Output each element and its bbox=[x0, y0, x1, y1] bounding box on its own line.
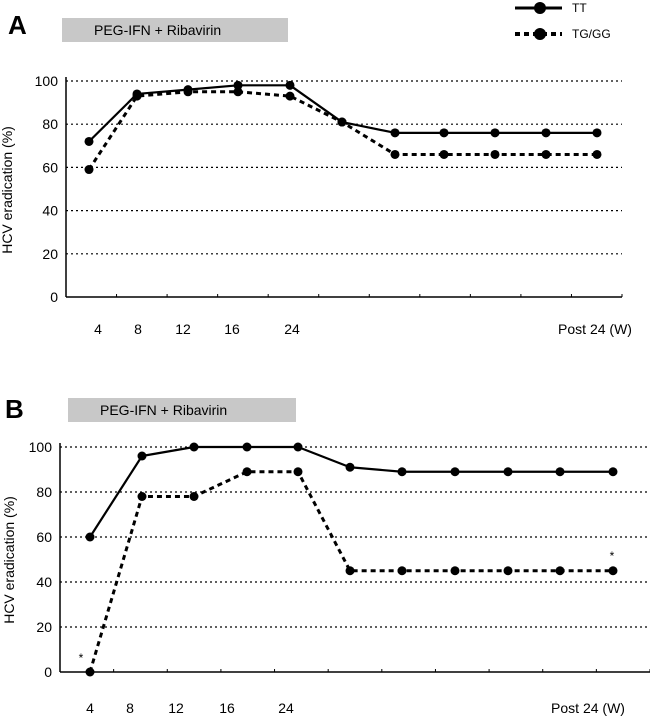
panel-a-y-tick-label: 20 bbox=[42, 246, 58, 262]
panel-b-series-tg-gg-point bbox=[85, 667, 95, 677]
panel-b-y-tick-label: 80 bbox=[36, 484, 52, 500]
panel-a-series-tg-gg-point bbox=[490, 149, 500, 159]
panel-b-letter: B bbox=[5, 394, 24, 424]
panel-b-series-tg-gg-point bbox=[555, 566, 565, 576]
panel-b-x-tick-label: 4 bbox=[86, 700, 94, 716]
panel-b-x-tick-label: 8 bbox=[126, 700, 134, 716]
panel-b-series-tg-gg-point bbox=[345, 566, 355, 576]
panel-a-series-tg-gg-point bbox=[183, 87, 193, 97]
panel-a-treatment-label: PEG-IFN + Ribavirin bbox=[94, 22, 221, 38]
panel-a-y-tick-label: 100 bbox=[35, 73, 59, 89]
panel-b-y-tick-label: 40 bbox=[36, 574, 52, 590]
panel-a-series-tg-gg-point bbox=[84, 165, 94, 175]
panel-b-series-tg-gg-point bbox=[450, 566, 460, 576]
panel-b-series-tt-point bbox=[242, 442, 252, 452]
panel-b-series-tg-gg-point bbox=[189, 492, 199, 501]
panel-b-annotation: * bbox=[610, 549, 615, 563]
panel-b-series-tt-point bbox=[293, 442, 303, 452]
legend-tgg-label: TG/GG bbox=[572, 27, 611, 41]
panel-b-x-tick-label: Post 24 (W) bbox=[551, 700, 625, 716]
panel-b-x-tick-label: 24 bbox=[278, 700, 294, 716]
legend-tgg-marker bbox=[534, 28, 546, 40]
panel-a-letter: A bbox=[8, 10, 27, 40]
panel-b-series-tt-point bbox=[345, 462, 355, 472]
panel-a-series-tt-point bbox=[592, 128, 602, 138]
panel-b-series-tg-gg-point bbox=[242, 467, 252, 477]
panel-a-series-tg-gg-point bbox=[285, 91, 295, 101]
panel-b-treatment-banner bbox=[68, 398, 296, 422]
panel-b-series-tt-point bbox=[189, 442, 199, 452]
panel-b-series-tt-point bbox=[85, 532, 95, 542]
panel-a-series-tg-gg-point bbox=[541, 149, 551, 159]
panel-a-x-tick-label: 4 bbox=[94, 321, 102, 337]
panel-b-y-tick-label: 20 bbox=[36, 619, 52, 635]
panel-a-series-tt-line bbox=[88, 84, 597, 143]
panel-b-series-tg-gg-point bbox=[397, 566, 407, 576]
panel-b: B PEG-IFN + Ribavirin 0 20 40 60 80 100 HCV erad… bbox=[1, 394, 650, 716]
panel-a-x-tick-label: 8 bbox=[134, 321, 142, 337]
panel-a-series-tt-point bbox=[285, 80, 295, 90]
panel-b-y-tick-label: 100 bbox=[29, 439, 53, 455]
panel-a-series-tg-gg-point bbox=[132, 91, 142, 101]
panel-b-series-tt-point bbox=[503, 467, 513, 477]
panel-a-x-tick-label: 12 bbox=[175, 321, 191, 337]
panel-b-series-tg-gg-point bbox=[608, 566, 618, 576]
panel-a-series-tt-point bbox=[233, 80, 243, 90]
panel-a-y-tick-label: 60 bbox=[42, 159, 58, 175]
legend-tt-marker bbox=[534, 2, 546, 14]
panel-b-series-tg-gg-line bbox=[88, 470, 613, 673]
panel-a-series-tg-gg-point bbox=[233, 87, 243, 97]
legend-tt-label: TT bbox=[572, 1, 587, 15]
panel-b-series-tt-point bbox=[608, 467, 618, 477]
panel-b-x-tick-label: 16 bbox=[219, 700, 235, 716]
panel-b-treatment-label: PEG-IFN + Ribavirin bbox=[100, 402, 227, 418]
panel-a-y-tick-label: 0 bbox=[50, 289, 58, 305]
panel-b-annotation: * bbox=[79, 651, 84, 665]
panel-b-series-tg-gg-point bbox=[293, 467, 303, 477]
panel-b-series-tg-gg-point bbox=[137, 492, 147, 501]
panel-a-y-axis-label: HCV eradication (%) bbox=[0, 126, 15, 254]
panel-b-y-tick-label: 60 bbox=[36, 529, 52, 545]
panel-a-series-tt-point bbox=[390, 128, 400, 138]
panel-b-x-tick-label: 12 bbox=[168, 700, 184, 716]
panel-a-y-tick-label: 40 bbox=[42, 203, 58, 219]
panel-a: A PEG-IFN + Ribavirin 0 20 40 60 80 100 HCV erad… bbox=[0, 10, 632, 337]
panel-a-treatment-banner bbox=[62, 18, 288, 42]
panel-a-x-tick-label: 16 bbox=[224, 321, 240, 337]
panel-a-y-tick-label: 80 bbox=[42, 116, 58, 132]
panel-a-x-tick-label: 24 bbox=[284, 321, 300, 337]
panel-a-series-tg-gg-point bbox=[337, 117, 347, 127]
panel-b-series-tg-gg-point bbox=[503, 566, 513, 576]
panel-b-y-axis-label: HCV eradication (%) bbox=[1, 496, 17, 624]
panel-b-y-tick-label: 0 bbox=[44, 664, 52, 680]
panel-b-series-tt-point bbox=[555, 467, 565, 477]
panel-a-series-tt-point bbox=[490, 128, 500, 138]
panel-a-series-tt-point bbox=[541, 128, 551, 138]
panel-b-series-tt-point bbox=[397, 467, 407, 477]
panel-b-series-tt-point bbox=[137, 451, 147, 461]
panel-a-series-tt-point bbox=[84, 136, 94, 146]
panel-a-x-tick-label: Post 24 (W) bbox=[558, 321, 632, 337]
legend: TT TG/GG bbox=[515, 1, 611, 41]
panel-a-series-tt-point bbox=[439, 128, 449, 138]
panel-a-series-tg-gg-line bbox=[87, 90, 597, 171]
panel-b-series-tt-point bbox=[450, 467, 460, 477]
panel-a-series-tg-gg-point bbox=[439, 149, 449, 159]
panel-a-series-tg-gg-point bbox=[592, 149, 602, 159]
panel-a-series-tg-gg-point bbox=[390, 149, 400, 159]
